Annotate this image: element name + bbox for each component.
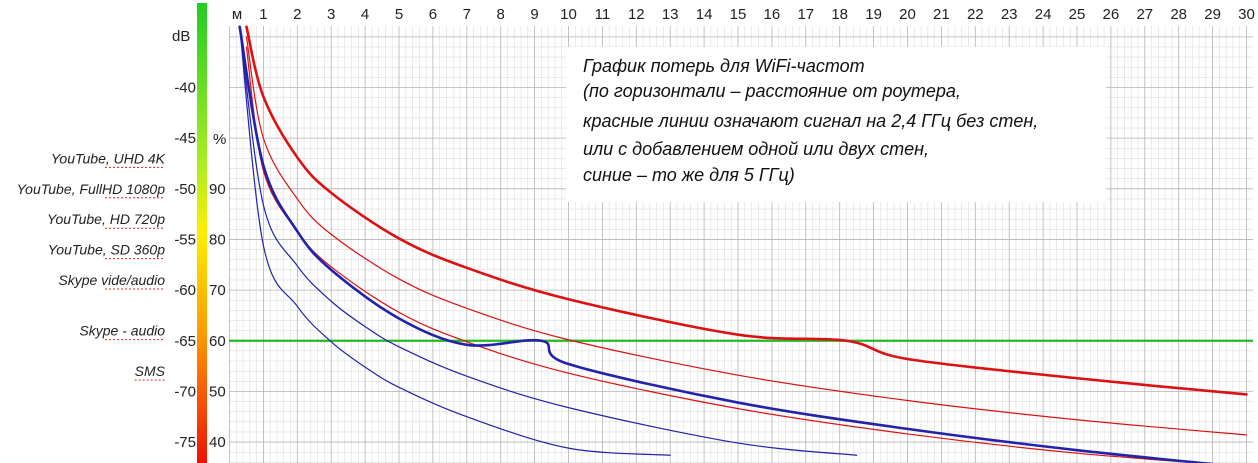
series-line-5 [239, 26, 858, 456]
x-tick-label: 18 [831, 6, 848, 23]
series-line-1 [245, 25, 1248, 396]
x-tick-label: 9 [530, 6, 538, 23]
series-line-6 [239, 26, 671, 456]
x-tick-label: 16 [764, 6, 781, 23]
percent-tick-label: 50 [209, 383, 226, 400]
x-tick-label: 5 [395, 6, 403, 23]
service-label: YouTube, SD 360p [48, 242, 165, 258]
x-tick-label: 3 [327, 6, 335, 23]
x-tick-label: 2 [293, 6, 301, 23]
x-tick-label: 10 [560, 6, 577, 23]
series-layer [238, 25, 1248, 463]
x-tick-label: 19 [865, 6, 882, 23]
x-tick-label: 15 [730, 6, 747, 23]
percent-tick-label: 90 [209, 181, 226, 198]
percent-tick-labels: 90 80 70 60 50 40 [209, 181, 226, 451]
x-tick-label: 1 [259, 6, 267, 23]
y-tick-label: -45 [174, 130, 196, 147]
x-tick-label: 25 [1069, 6, 1086, 23]
x-tick-label: 13 [662, 6, 679, 23]
x-tick-label: 28 [1170, 6, 1187, 23]
x-tick-label: 30 [1238, 6, 1255, 23]
x-unit-label: м [232, 6, 242, 23]
x-tick-label: 21 [933, 6, 950, 23]
service-label: YouTube, HD 720p [47, 211, 165, 227]
service-labels: YouTube, UHD 4K YouTube, FullHD 1080p YouT… [17, 150, 166, 381]
y-tick-label: -60 [174, 282, 196, 299]
service-label: Skype vide/audio [58, 272, 165, 288]
x-tick-label: 14 [696, 6, 713, 23]
title-box [566, 47, 1106, 202]
y-tick-label: -50 [174, 181, 196, 198]
y-tick-label: -55 [174, 231, 196, 248]
percent-unit-label: % [213, 131, 226, 148]
y-unit-label: dB [172, 28, 190, 45]
x-tick-label: 27 [1136, 6, 1153, 23]
x-tick-label: 29 [1204, 6, 1221, 23]
series-line-4 [238, 25, 1216, 463]
x-tick-label: 23 [1001, 6, 1018, 23]
signal-quality-bar [197, 3, 207, 463]
title-line-3: красные линии означают сигнал на 2,4 ГГц… [583, 111, 1038, 131]
title-line-5: синие – то же для 5 ГГц) [583, 165, 795, 185]
title-line-4: или с добавлением одной или двух стен, [583, 139, 929, 159]
x-tick-labels: 1 2 3 4 5 6 7 8 9 10 11 12 13 14 15 16 17 18 19 20 21 22 23 24 2… [259, 6, 1255, 23]
title-line-1: График потерь для WiFi-частот [583, 56, 865, 76]
x-tick-label: 22 [967, 6, 984, 23]
y-tick-label: -65 [174, 333, 196, 350]
title-line-2: (по горизонтали – расстояние от роутера, [583, 81, 961, 101]
x-tick-label: 11 [595, 6, 611, 23]
service-label: YouTube, FullHD 1080p [17, 181, 166, 197]
x-tick-label: 24 [1035, 6, 1052, 23]
x-tick-label: 12 [628, 6, 645, 23]
percent-tick-label: 40 [209, 434, 226, 451]
x-tick-label: 7 [463, 6, 471, 23]
x-tick-label: 4 [361, 6, 369, 23]
percent-tick-label: 60 [209, 333, 226, 350]
x-tick-label: 26 [1103, 6, 1120, 23]
service-label: YouTube, UHD 4K [51, 150, 166, 166]
percent-tick-label: 80 [209, 231, 226, 248]
x-tick-label: 17 [797, 6, 814, 23]
service-label: SMS [135, 363, 166, 379]
x-tick-label: 6 [429, 6, 437, 23]
series-line-2 [245, 36, 1248, 436]
x-tick-label: 8 [497, 6, 505, 23]
minor-grid [229, 26, 1253, 463]
y-tick-label: -75 [174, 434, 196, 451]
x-tick-label: 20 [899, 6, 916, 23]
y-tick-label: -40 [174, 80, 196, 97]
percent-tick-label: 70 [209, 282, 226, 299]
y-tick-labels: -40 -45 -50 -55 -60 -65 -70 -75 [174, 80, 196, 452]
y-tick-label: -70 [174, 383, 196, 400]
service-label: Skype - audio [79, 323, 165, 339]
